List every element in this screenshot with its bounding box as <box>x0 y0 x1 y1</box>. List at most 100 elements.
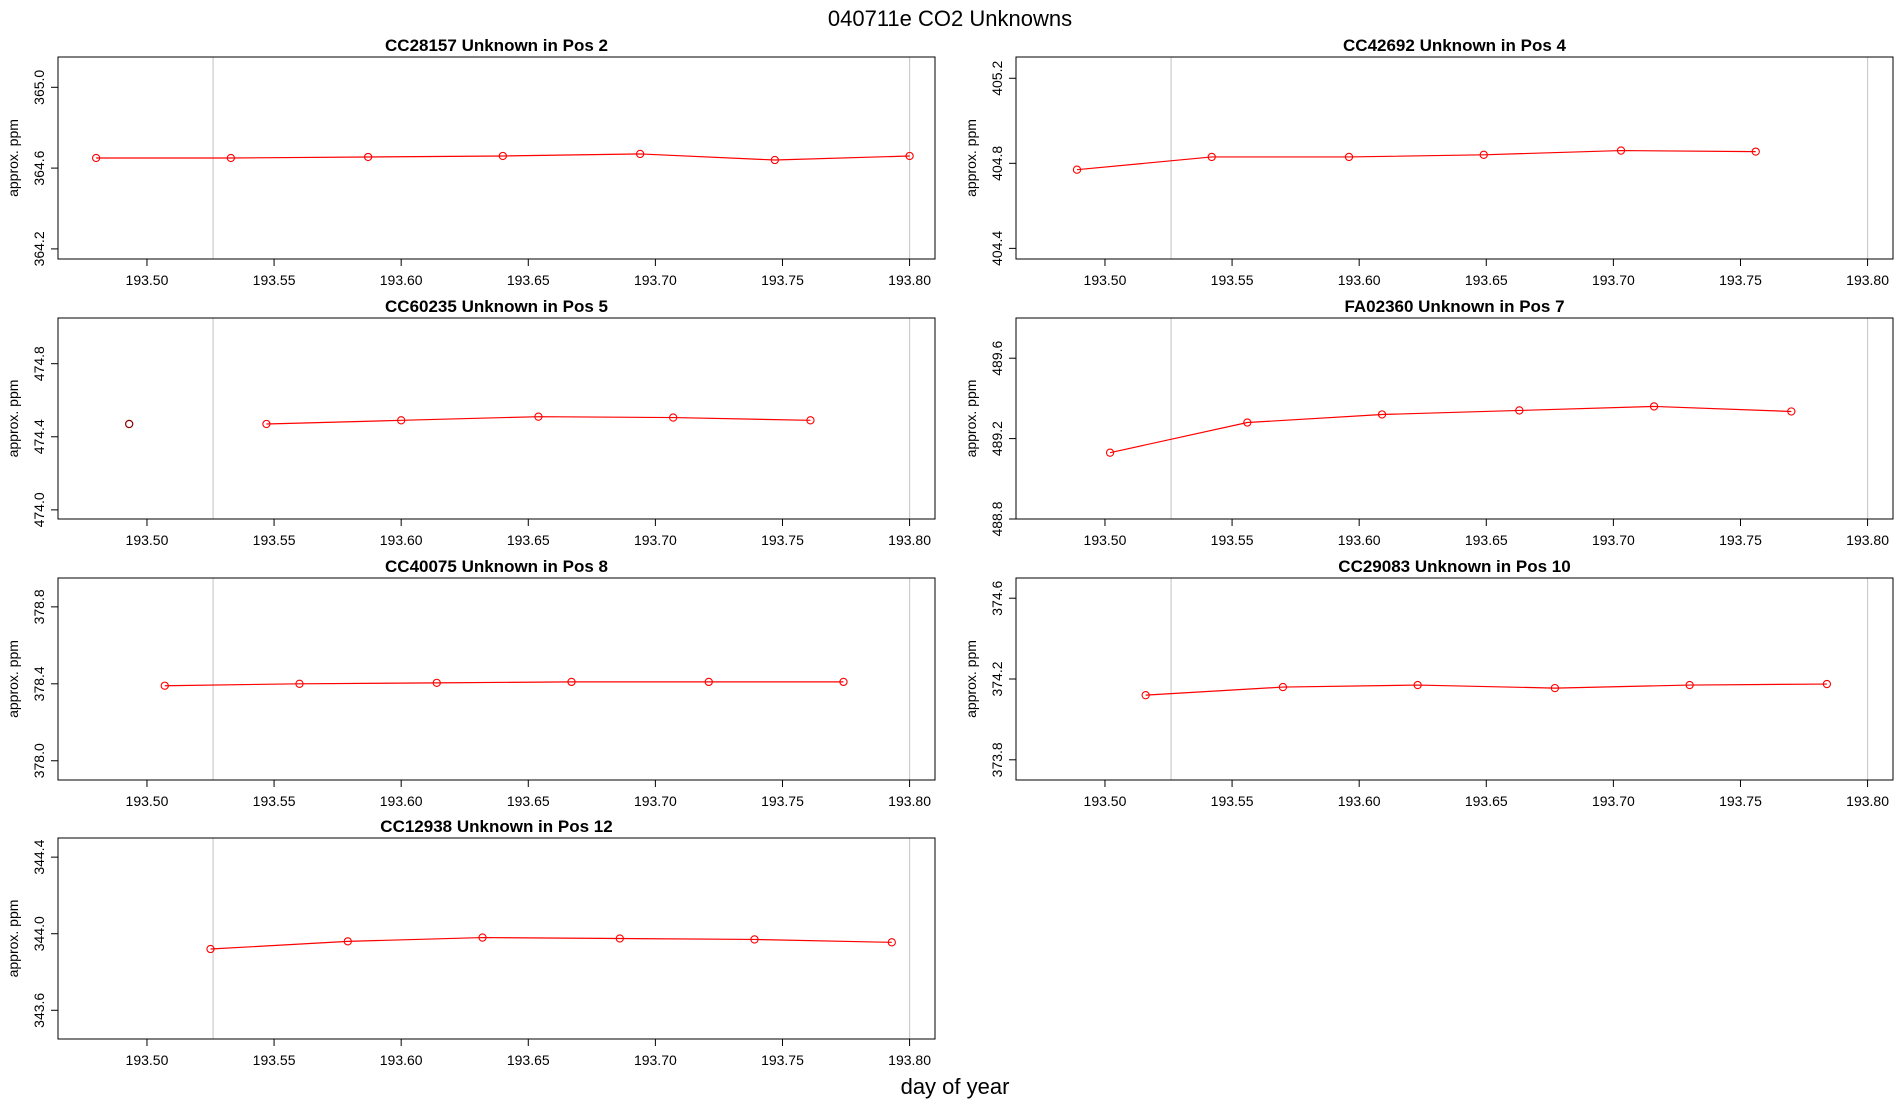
data-point <box>1822 679 1832 689</box>
plot-frame <box>57 317 936 520</box>
x-tick-label: 193.65 <box>1465 532 1508 548</box>
x-tick-label: 193.55 <box>253 532 296 548</box>
data-point <box>1207 152 1216 162</box>
series-line <box>1076 149 1756 171</box>
x-tick-label: 193.75 <box>761 532 804 548</box>
data-point <box>669 413 678 422</box>
x-tick-label: 193.65 <box>507 793 550 809</box>
y-tick-label: 365.0 <box>31 70 47 105</box>
data-point <box>567 677 576 687</box>
x-tick-label: 193.55 <box>1211 532 1254 548</box>
y-tick-label: 378.8 <box>31 589 47 624</box>
y-tick-label: 344.4 <box>31 839 47 874</box>
x-tick-label: 193.75 <box>761 793 804 809</box>
figure-title: 040711e CO2 Unknowns <box>828 6 1072 31</box>
panel-3: CC60235 Unknown in Pos 5 193.50 193.55 193.… <box>5 297 936 548</box>
y-axis-label: approx. ppm <box>963 380 979 458</box>
x-tick-label: 193.80 <box>1846 272 1889 288</box>
x-tick-label: 193.60 <box>1338 532 1381 548</box>
y-axis-label: approx. ppm <box>5 380 21 458</box>
data-point <box>397 416 406 425</box>
x-tick-label: 193.55 <box>253 793 296 809</box>
panel-4: FA02360 Unknown in Pos 7 193.50 193.55 193.… <box>963 297 1894 548</box>
series-line <box>266 416 811 425</box>
y-tick-label: 378.0 <box>31 743 47 778</box>
data-point <box>1141 691 1150 700</box>
x-tick-label: 193.55 <box>1211 793 1254 809</box>
series-line <box>96 153 910 161</box>
y-axis-label: approx. ppm <box>5 640 21 718</box>
x-tick-label: 193.70 <box>634 532 677 548</box>
panel-7: CC12938 Unknown in Pos 12 193.50 193.55 193… <box>5 817 936 1068</box>
x-tick-label: 193.70 <box>634 793 677 809</box>
x-tick-label: 193.60 <box>1338 793 1381 809</box>
plot-frame <box>57 56 936 260</box>
data-point <box>160 681 169 690</box>
data-point <box>1072 165 1082 174</box>
data-point <box>1616 146 1626 155</box>
x-tick-label: 193.65 <box>507 532 550 548</box>
data-point <box>1515 406 1524 415</box>
x-tick-label: 193.50 <box>1084 272 1127 288</box>
y-tick-label: 404.4 <box>989 231 1005 266</box>
x-tick-label: 193.65 <box>507 1052 550 1068</box>
x-tick-label: 193.50 <box>126 1052 169 1068</box>
x-tick-label: 193.75 <box>1719 272 1762 288</box>
data-point <box>262 419 271 429</box>
x-tick-label: 193.55 <box>253 272 296 288</box>
x-tick-label: 193.80 <box>1846 793 1889 809</box>
data-point <box>704 677 713 687</box>
plot-frame <box>1015 56 1894 260</box>
data-point <box>615 934 624 943</box>
panel-title: CC60235 Unknown in Pos 5 <box>385 297 608 316</box>
y-tick-label: 374.6 <box>989 580 1005 615</box>
data-point <box>498 151 508 161</box>
y-axis-label: approx. ppm <box>963 640 979 718</box>
panel-title: CC42692 Unknown in Pos 4 <box>1343 36 1566 55</box>
data-point <box>1685 680 1694 690</box>
data-point <box>1787 407 1796 416</box>
x-tick-label: 193.50 <box>1084 793 1127 809</box>
data-point <box>806 416 815 425</box>
x-tick-label: 193.55 <box>1211 272 1254 288</box>
y-tick-label: 488.8 <box>989 501 1005 536</box>
plot-frame <box>57 577 936 781</box>
data-point <box>1344 152 1354 162</box>
y-tick-label: 474.8 <box>31 346 47 381</box>
data-point <box>363 152 373 162</box>
data-point <box>1377 410 1387 419</box>
panel-5: CC40075 Unknown in Pos 8 193.50 193.55 193.… <box>5 557 936 809</box>
data-point <box>432 678 441 687</box>
data-point <box>1278 682 1288 692</box>
data-point <box>1550 683 1560 693</box>
data-point <box>478 933 487 942</box>
panel-1: CC28157 Unknown in Pos 2 193.50 193.55 193.… <box>5 36 936 288</box>
x-tick-label: 193.60 <box>380 532 423 548</box>
y-tick-label: 344.0 <box>31 916 47 951</box>
x-tick-label: 193.80 <box>888 532 931 548</box>
x-tick-label: 193.65 <box>1465 272 1508 288</box>
panel-title: CC28157 Unknown in Pos 2 <box>385 36 608 55</box>
data-point <box>343 937 352 946</box>
x-tick-label: 193.80 <box>1846 532 1889 548</box>
data-point <box>226 153 236 163</box>
y-axis-label: approx. ppm <box>5 119 21 197</box>
x-tick-label: 193.65 <box>507 272 550 288</box>
panel-title: FA02360 Unknown in Pos 7 <box>1344 297 1564 316</box>
series-line <box>1145 683 1827 696</box>
data-point <box>887 938 896 947</box>
x-tick-label: 193.70 <box>1592 793 1635 809</box>
x-tick-label: 193.70 <box>1592 272 1635 288</box>
x-tick-label: 193.60 <box>380 793 423 809</box>
y-tick-label: 474.0 <box>31 492 47 527</box>
plot-frame <box>1015 577 1894 781</box>
y-tick-label: 474.4 <box>31 419 47 454</box>
y-tick-label: 364.2 <box>31 231 47 266</box>
panel-title: CC40075 Unknown in Pos 8 <box>385 557 608 576</box>
y-tick-label: 373.8 <box>989 742 1005 777</box>
data-point <box>534 412 543 421</box>
series-line <box>164 681 844 687</box>
y-tick-label: 489.6 <box>989 340 1005 375</box>
extra-data-point <box>124 419 134 429</box>
